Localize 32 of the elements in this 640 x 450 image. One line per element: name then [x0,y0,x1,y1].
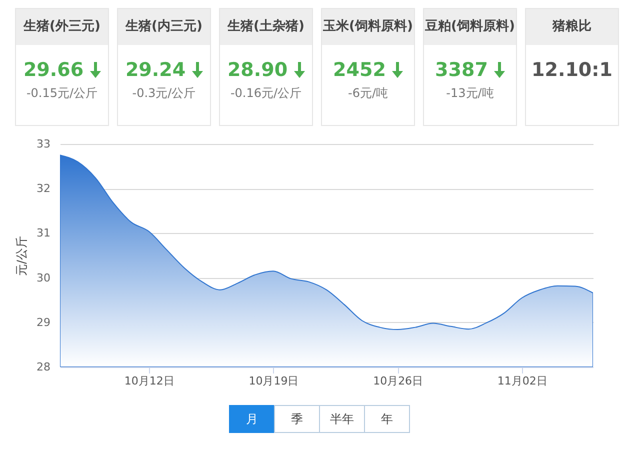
category-label: 生猪(土杂猪) [220,9,312,45]
category-label: 生猪(内三元) [118,9,210,45]
y-tick-label: 31 [36,226,50,240]
y-tick-label: 33 [36,138,50,150]
text: -6元/吨 [346,85,389,102]
y-tick-label: 30 [36,271,50,284]
x-tick-label: 10月12日 [124,374,174,388]
category-label: 生猪(外三元) [16,9,108,45]
text: 28.90 [227,59,288,81]
y-tick-label: 32 [36,182,50,196]
text: -0.16元/公斤 [229,85,303,102]
period-button: 季 [274,405,320,433]
y-tick-label: 29 [36,316,50,329]
x-tick-label: 10月26日 [373,374,424,388]
x-tick-label: 10月19日 [248,374,299,388]
y-tick-label: 28 [36,360,50,374]
text: 29.66 [23,59,84,81]
x-tick-label: 11月02日 [497,374,548,388]
text: 12.10:1 [532,59,612,81]
text: 3387 [435,59,488,81]
category-label: 玉米(饲料原料) [322,9,414,45]
text: -13元/吨 [445,85,495,102]
text: 2452 [333,59,386,81]
category-label: 豆粕(饲料原料) [424,9,516,45]
text: -0.15元/公斤 [25,85,99,102]
y-axis-title: 元/公斤 [14,236,29,276]
category-label: 猪粮比 [526,9,618,45]
period-button: 年 [364,405,410,433]
period-button: 月 [229,405,275,433]
text: -0.3元/公斤 [131,85,197,102]
period-button: 半年 [319,405,365,433]
text: 29.24 [125,59,186,81]
